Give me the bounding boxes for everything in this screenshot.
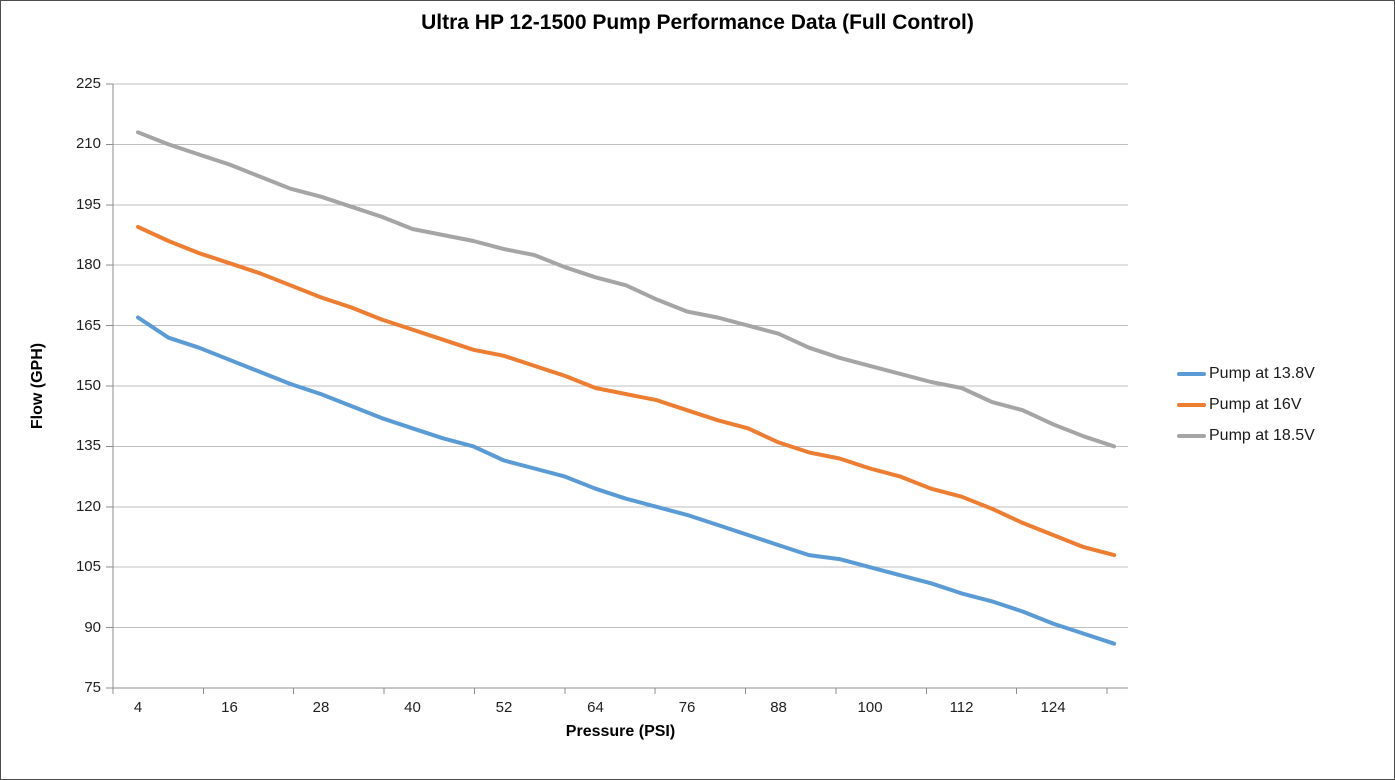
y-tick-label-105: 105 [75, 558, 101, 576]
legend-label: Pump at 18.5V [1209, 426, 1315, 444]
y-tick-label-210: 210 [75, 135, 101, 153]
y-tick-label-135: 135 [75, 437, 101, 455]
x-tick-label-40: 40 [404, 699, 421, 716]
x-tick-label-4: 4 [133, 699, 143, 716]
axis-ticks [106, 83, 1108, 694]
series-line-pump-at-16v [136, 224, 1117, 558]
x-tick-label-28: 28 [312, 699, 330, 716]
legend-marker-icon [1177, 433, 1206, 438]
legend: Pump at 13.8V Pump at 16V Pump at 18.5V [1177, 358, 1315, 451]
x-tick-label-76: 76 [678, 699, 696, 716]
y-tick-label-90: 90 [84, 618, 101, 636]
x-axis-title: Pressure (PSI) [565, 723, 676, 740]
x-tick-label-100: 100 [857, 699, 883, 716]
axis-lines [112, 84, 1128, 689]
legend-label: Pump at 16V [1209, 395, 1302, 413]
y-tick-label-180: 180 [75, 256, 101, 274]
gridlines [113, 83, 1128, 629]
legend-label: Pump at 13.8V [1209, 364, 1315, 382]
chart-title: Ultra HP 12-1500 Pump Performance Data (… [421, 11, 974, 34]
y-tick-label-120: 120 [75, 497, 101, 515]
series-lines [136, 130, 1117, 646]
y-tick-label-150: 150 [75, 377, 101, 394]
legend-item-pump-at-18.5v: Pump at 18.5V [1177, 420, 1315, 451]
y-tick-label-75: 75 [84, 679, 101, 696]
series-line-pump-at-18.5v [136, 130, 1117, 449]
x-tick-label-88: 88 [770, 699, 787, 716]
x-tick-label-52: 52 [495, 699, 513, 716]
x-tick-label-16: 16 [221, 699, 238, 716]
legend-marker-icon [1177, 402, 1206, 407]
y-axis-title: Flow (GPH) [29, 342, 46, 430]
x-tick-label-64: 64 [587, 699, 604, 716]
x-tick-label-124: 124 [1040, 699, 1066, 716]
legend-marker-icon [1177, 371, 1206, 376]
legend-item-pump-at-16v: Pump at 16V [1177, 389, 1315, 420]
legend-item-pump-at-13.8v: Pump at 13.8V [1177, 358, 1315, 389]
y-tick-label-225: 225 [75, 75, 101, 92]
y-tick-label-165: 165 [75, 316, 101, 334]
x-tick-label-112: 112 [949, 699, 974, 716]
y-tick-label-195: 195 [75, 195, 101, 213]
series-line-pump-at-13.8v [136, 315, 1117, 646]
